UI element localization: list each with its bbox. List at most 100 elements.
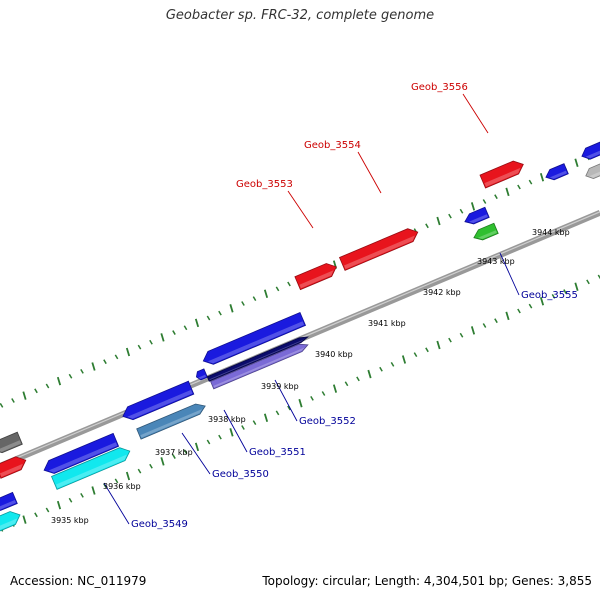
gene-feature-arrow[interactable] [195, 368, 208, 381]
outer-tick [539, 173, 545, 182]
gene-feature-arrow[interactable] [545, 163, 569, 181]
outer-tick [517, 184, 521, 190]
gene-feature-arrow[interactable] [0, 511, 21, 532]
inner-tick [172, 454, 176, 459]
inner-tick [539, 297, 545, 306]
gene-label[interactable]: Geob_3553 [236, 179, 293, 190]
inner-tick [551, 294, 556, 299]
outer-tick [574, 158, 579, 167]
gene-feature-arrow[interactable] [338, 228, 419, 271]
gene-feature-arrow[interactable] [50, 447, 131, 490]
gene-feature-arrow[interactable] [0, 431, 23, 454]
gene-feature-arrow[interactable] [585, 163, 600, 180]
inner-tick [470, 326, 476, 335]
label-leader-line [357, 151, 382, 194]
outer-tick [206, 315, 211, 321]
outer-tick [183, 325, 188, 331]
inner-tick [505, 311, 510, 321]
inner-tick [574, 282, 579, 291]
tick-labels: 3935 kbp 3936 kbp 3937 kbp 3938 kbp 3939 kbp… [51, 228, 570, 525]
outer-tick [91, 362, 96, 371]
outer-tick [172, 330, 176, 335]
outer-tick [287, 281, 291, 287]
inner-tick [413, 352, 418, 358]
gene-feature-arrow[interactable] [294, 263, 337, 291]
gene-feature-arrow[interactable] [43, 432, 120, 474]
inner-tick [287, 405, 291, 411]
tick-label: 3935 kbp [51, 516, 89, 525]
inner-tick [563, 289, 567, 294]
gene-label[interactable]: Geob_3552 [299, 416, 356, 427]
gene-label[interactable]: Geob_3551 [249, 447, 306, 458]
tick-label: 3937 kbp [155, 448, 193, 457]
gene-label[interactable]: Geob_3549 [131, 519, 188, 530]
gene-label[interactable]: Geob_3555 [521, 290, 578, 301]
label-leader-line [499, 252, 520, 296]
gene-label[interactable]: Geob_3556 [411, 82, 468, 93]
outer-tick [194, 318, 200, 328]
inner-tick [80, 493, 84, 498]
gene-feature-arrow[interactable] [122, 380, 195, 421]
gene-feature-arrow[interactable] [581, 141, 600, 160]
inner-tick [114, 478, 119, 484]
outer-tick [505, 187, 510, 197]
gene-feature-arrow[interactable] [0, 456, 27, 479]
gene-label[interactable]: Geob_3550 [212, 469, 269, 480]
outer-tick [459, 208, 464, 214]
outer-tick [528, 179, 533, 185]
genome-summary-text: Topology: circular; Length: 4,304,501 bp… [262, 574, 592, 588]
outer-tick [275, 286, 280, 292]
gene-feature-arrow[interactable] [136, 403, 206, 440]
gene-feature-arrow[interactable] [479, 160, 524, 189]
map-title: Geobacter sp. FRC-32, complete genome [165, 8, 435, 23]
outer-tick [80, 369, 84, 374]
inner-tick [517, 308, 521, 314]
outer-tick [470, 202, 476, 211]
gene-feature-arrow[interactable] [202, 311, 307, 365]
inner-tick [344, 381, 349, 387]
gene-labels: Geob_3553 Geob_3554 Geob_3556 Geob_3555 Geob… [131, 82, 578, 530]
tick-label: 3939 kbp [261, 382, 299, 391]
inner-tick [436, 340, 441, 350]
gene-feature-arrow[interactable] [464, 206, 490, 225]
outer-tick [425, 223, 429, 229]
label-leader-line [223, 409, 248, 453]
inner-tick [494, 318, 498, 324]
label-leader-line [274, 379, 298, 422]
inner-tick [34, 512, 38, 518]
inner-tick [390, 361, 395, 367]
inner-tick [263, 413, 269, 423]
outer-tick [436, 216, 441, 226]
tick-label: 3938 kbp [208, 415, 246, 424]
inner-tick [310, 395, 314, 401]
inner-tick [206, 439, 211, 445]
outer-tick [448, 213, 452, 219]
inner-tick [401, 355, 407, 364]
gene-feature-arrow[interactable] [210, 343, 309, 390]
gene-label[interactable]: Geob_3554 [304, 140, 361, 151]
outer-tick [56, 376, 62, 386]
inner-tick [252, 420, 257, 425]
inner-tick [160, 457, 165, 466]
gene-feature-arrow[interactable] [473, 222, 499, 241]
inner-tick [137, 468, 142, 474]
inner-tick [298, 398, 303, 408]
label-leader-lines [103, 93, 520, 525]
outer-tick [0, 402, 4, 408]
inner-tick [125, 471, 131, 481]
gene-features [0, 141, 600, 532]
label-leader-line [287, 190, 314, 229]
tick-label: 3936 kbp [103, 482, 141, 491]
inner-tick [321, 391, 326, 396]
inner-tick [459, 332, 464, 338]
gene-feature-arrow[interactable] [0, 491, 18, 511]
inner-tick [332, 384, 338, 393]
inner-tick [586, 279, 590, 285]
outer-tick [149, 339, 153, 345]
outer-tick [68, 373, 73, 379]
inner-tick [482, 323, 487, 328]
gene-feature-arrow[interactable] [206, 336, 309, 382]
outer-tick [252, 296, 257, 301]
